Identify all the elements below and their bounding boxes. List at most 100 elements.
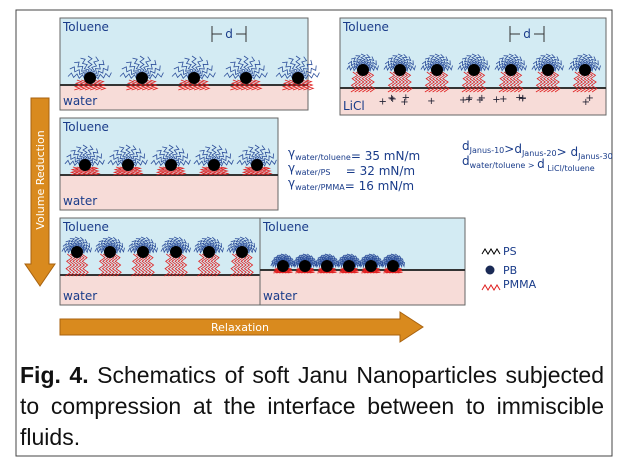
ps-chain [76,146,86,162]
pmma-chain [586,71,594,93]
ps-chain [364,56,375,67]
ps-chain [84,145,94,160]
pmma-chain [364,71,372,93]
ps-chain [246,247,257,254]
equation-sub: LiCl/toluene [545,164,595,173]
ps-chain [197,239,208,250]
ion: + [465,93,473,104]
ps-chain [403,60,414,70]
ps-chain [532,60,544,70]
legend-pb [485,265,495,275]
ps-chain [91,59,105,74]
pb-core [299,260,311,272]
phase-label: LiCl [343,99,365,113]
ps-chain [113,149,126,163]
caption: Fig. 4. Schematics of soft Janu Nanopart… [20,360,604,453]
ps-chain [80,57,90,75]
ps-chain [551,60,562,70]
ps-chain [243,239,254,249]
ps-chain [111,239,122,249]
pmma-chain [130,166,140,176]
ps-chain [161,242,172,252]
ps-chain [275,72,294,80]
ps-chain [208,236,217,247]
janus-particle [127,236,158,277]
pmma-chain [305,79,315,91]
janus-particle [275,55,320,91]
ps-chain [250,72,268,80]
ps-chain [198,72,216,80]
ion: + [459,95,467,106]
ps-chain [106,236,114,248]
ps-chain [241,236,250,247]
pmma-chain [111,253,119,277]
ps-chain [127,246,139,254]
ps-chain [193,159,210,167]
ps-chain [295,55,301,74]
pmma-chain [472,71,480,93]
equation: γwater/PMMA= 16 mN/m [288,176,414,193]
ps-chain [569,60,581,70]
ps-chain [424,57,435,68]
ps-chain [288,57,298,75]
ps-chain [236,159,253,167]
pmma-chain [350,71,359,93]
pmma-chain [241,166,252,176]
ps-chain [404,65,416,72]
ps-chain [131,153,145,164]
pmma-chain [515,71,524,93]
equation-part: d [462,139,470,153]
ion: + [582,97,590,108]
equation-sub: water/PMMA [295,183,345,192]
ps-chain [254,144,260,161]
pmma-chain [177,166,187,176]
ps-chain [195,59,209,74]
ps-chain [477,60,488,70]
ps-chain [383,64,396,72]
ps-chain [420,64,433,72]
ps-chain [197,65,213,77]
ps-chain [238,236,246,248]
janus-particle [223,55,268,91]
pmma-chain [361,71,369,93]
ps-chain [168,238,177,249]
ps-chain [205,146,215,162]
janus-particle [383,53,416,93]
janus-particle [494,53,527,93]
ps-chain [205,236,213,248]
ps-chain [139,55,145,74]
ps-chain [282,61,295,76]
pmma-chain [147,253,155,277]
ps-chain [302,72,320,80]
phase-label: Toluene [62,120,109,134]
phase-label: water [263,289,297,303]
equation-sub: water/PS [295,168,330,177]
ps-chain [146,242,157,252]
ps-chain [132,57,142,75]
pmma-chain [200,253,208,277]
ps-chain [572,57,583,68]
ps-chain [114,247,125,254]
pmma-chain [198,166,209,176]
ion: + [427,96,435,107]
pmma-chain [131,253,139,277]
ps-chain [429,55,438,67]
ps-chain [191,55,197,74]
ps-chain [143,59,157,74]
ps-chain [577,55,586,67]
ps-chain [129,148,142,162]
pmma-chain [177,79,187,91]
pmma-chain [98,253,106,277]
pmma-chain [155,166,166,176]
janus-particle [380,253,405,274]
ps-chain [588,60,599,70]
equation: γwater/PS = 32 mN/m [288,161,415,178]
ps-chain [69,66,86,78]
equation: dJanus-10>dJanus-20> dJanus-30 [462,139,613,161]
ps-chain [457,64,470,72]
ps-chain [515,65,527,72]
ps-chain [494,64,507,72]
ps-chain [461,57,472,68]
ps-chain [436,54,445,65]
